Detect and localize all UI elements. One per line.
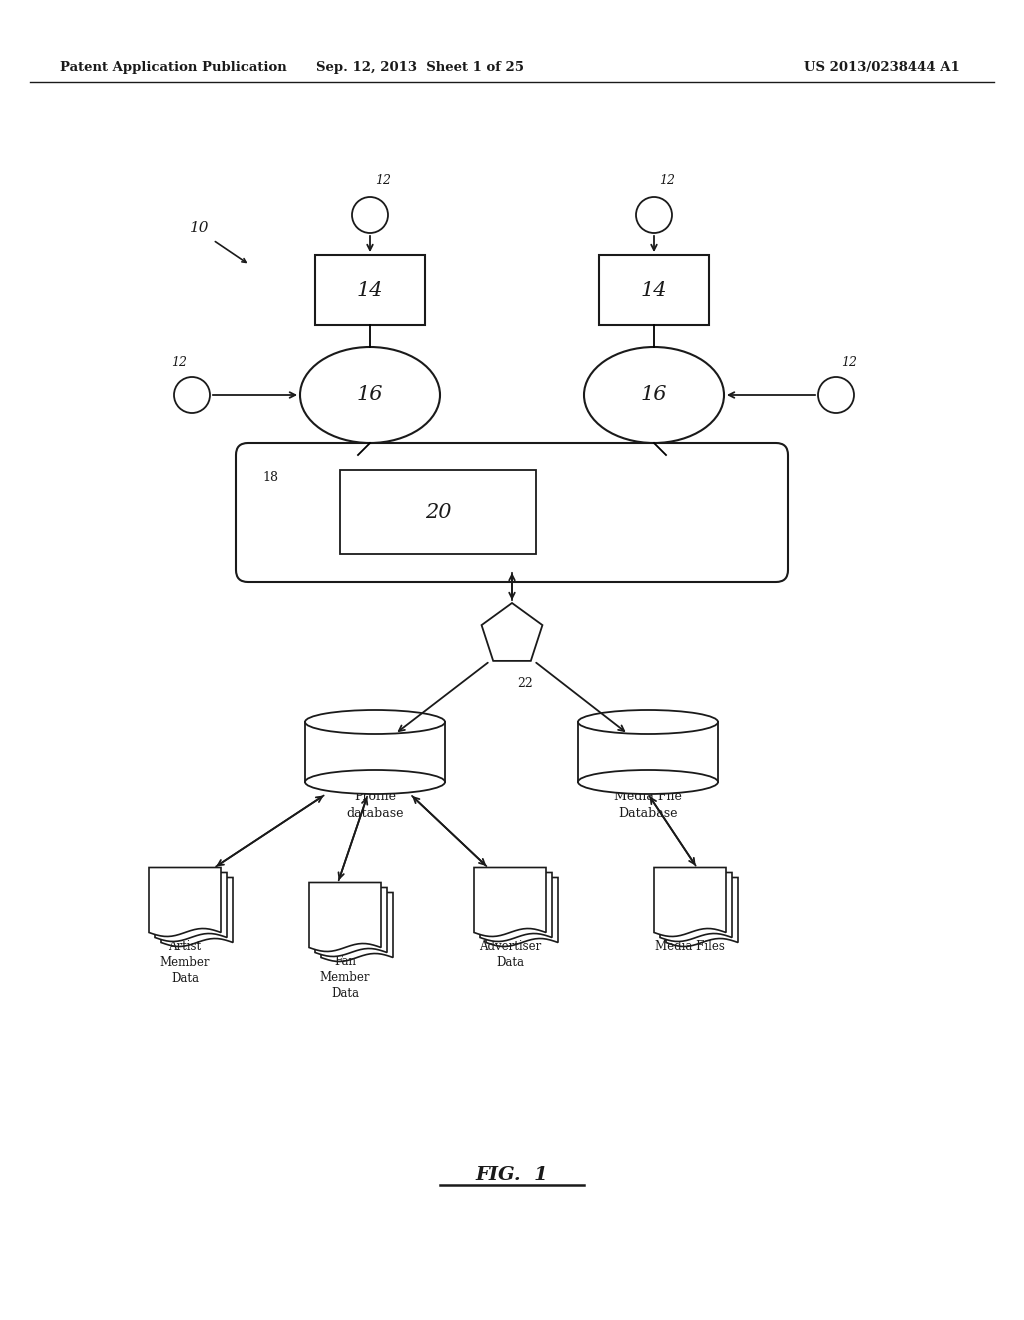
Polygon shape: [161, 878, 233, 946]
Text: Media File
Database: Media File Database: [614, 789, 682, 820]
Ellipse shape: [300, 347, 440, 444]
Text: 12: 12: [171, 356, 187, 370]
Text: 14: 14: [641, 281, 668, 300]
Polygon shape: [654, 867, 726, 936]
Polygon shape: [486, 878, 558, 946]
Text: Profile
database: Profile database: [346, 789, 403, 820]
Ellipse shape: [578, 710, 718, 734]
Ellipse shape: [305, 710, 445, 734]
Text: 18: 18: [262, 471, 278, 484]
Text: 22: 22: [517, 677, 532, 690]
Text: Sep. 12, 2013  Sheet 1 of 25: Sep. 12, 2013 Sheet 1 of 25: [316, 62, 524, 74]
Ellipse shape: [584, 347, 724, 444]
Polygon shape: [315, 887, 387, 957]
Circle shape: [174, 378, 210, 413]
Bar: [315, 255, 425, 325]
Text: 12: 12: [659, 174, 675, 187]
Text: 12: 12: [375, 174, 391, 187]
Text: Advertiser
Data: Advertiser Data: [479, 940, 541, 969]
Ellipse shape: [305, 770, 445, 795]
Text: Artist
Member
Data: Artist Member Data: [160, 940, 210, 985]
Polygon shape: [666, 878, 738, 946]
Polygon shape: [474, 867, 546, 936]
Text: 14: 14: [356, 281, 383, 300]
FancyBboxPatch shape: [236, 444, 788, 582]
Text: US 2013/0238444 A1: US 2013/0238444 A1: [804, 62, 961, 74]
Polygon shape: [150, 867, 221, 936]
Circle shape: [818, 378, 854, 413]
Polygon shape: [155, 873, 227, 941]
Ellipse shape: [578, 770, 718, 795]
Polygon shape: [480, 873, 552, 941]
Text: 10: 10: [190, 220, 210, 235]
Polygon shape: [660, 873, 732, 941]
Bar: [578, 722, 718, 781]
Text: 16: 16: [641, 385, 668, 404]
Bar: [599, 255, 709, 325]
Circle shape: [636, 197, 672, 234]
Text: FIG.  1: FIG. 1: [475, 1166, 549, 1184]
Text: Fan
Member
Data: Fan Member Data: [319, 954, 371, 1001]
Polygon shape: [309, 883, 381, 952]
Text: Media Files: Media Files: [655, 940, 725, 953]
Text: 12: 12: [841, 356, 857, 370]
Text: 20: 20: [425, 503, 452, 521]
Bar: [305, 722, 445, 781]
Text: Patent Application Publication: Patent Application Publication: [60, 62, 287, 74]
Polygon shape: [321, 892, 393, 961]
Bar: [340, 470, 536, 554]
Circle shape: [352, 197, 388, 234]
Text: 16: 16: [356, 385, 383, 404]
Polygon shape: [481, 603, 543, 661]
